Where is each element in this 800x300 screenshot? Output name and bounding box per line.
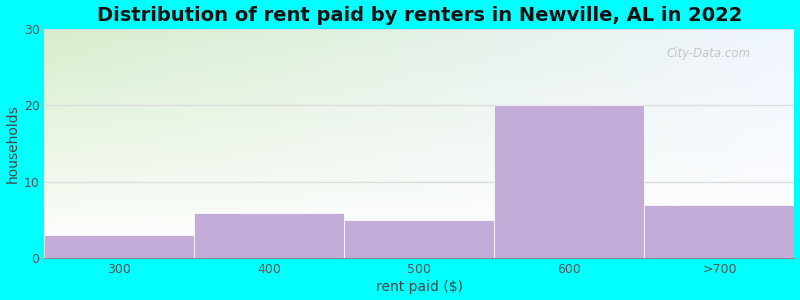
Bar <box>45 236 194 258</box>
Title: Distribution of rent paid by renters in Newville, AL in 2022: Distribution of rent paid by renters in … <box>97 6 742 25</box>
Text: City-Data.com: City-Data.com <box>667 47 751 60</box>
Bar <box>194 212 345 258</box>
Bar <box>345 220 494 258</box>
X-axis label: rent paid ($): rent paid ($) <box>376 280 463 294</box>
Bar <box>645 205 794 258</box>
Y-axis label: households: households <box>6 104 19 183</box>
Bar <box>494 105 645 258</box>
